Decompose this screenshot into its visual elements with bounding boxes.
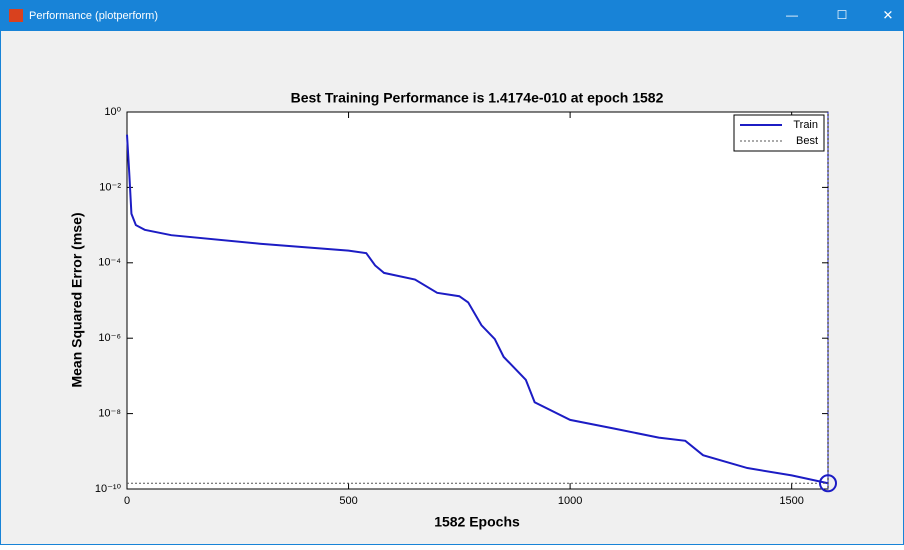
chart-title: Best Training Performance is 1.4174e-010… (291, 90, 664, 106)
x-tick-label: 1500 (779, 495, 803, 507)
y-tick-label: 10⁻¹⁰ (95, 483, 122, 495)
train-line (126, 134, 829, 485)
minimize-button[interactable]: — (786, 8, 798, 22)
y-tick-label: 10⁻⁶ (98, 332, 121, 344)
app-icon (9, 9, 23, 22)
x-tick-label: 500 (339, 495, 357, 507)
window-title: Performance (plotperform) (29, 10, 158, 22)
legend-best-label: Best (796, 135, 818, 147)
maximize-button[interactable]: ☐ (837, 8, 848, 22)
x-tick-label: 1000 (558, 495, 582, 507)
title-bar (0, 0, 904, 31)
x-tick-label: 0 (124, 495, 130, 507)
y-tick-label: 10⁻² (99, 181, 121, 193)
legend-train-label: Train (793, 119, 818, 131)
best-marker (819, 474, 837, 493)
close-button[interactable]: ✕ (883, 7, 894, 22)
y-axis-label: Mean Squared Error (mse) (69, 212, 85, 387)
plot-area (126, 111, 829, 490)
y-tick-label: 10⁰ (104, 106, 121, 118)
y-tick-label: 10⁻⁸ (98, 408, 121, 420)
y-tick-label: 10⁻⁴ (98, 257, 121, 269)
x-axis-label: 1582 Epochs (434, 514, 520, 530)
legend-box (733, 114, 825, 152)
